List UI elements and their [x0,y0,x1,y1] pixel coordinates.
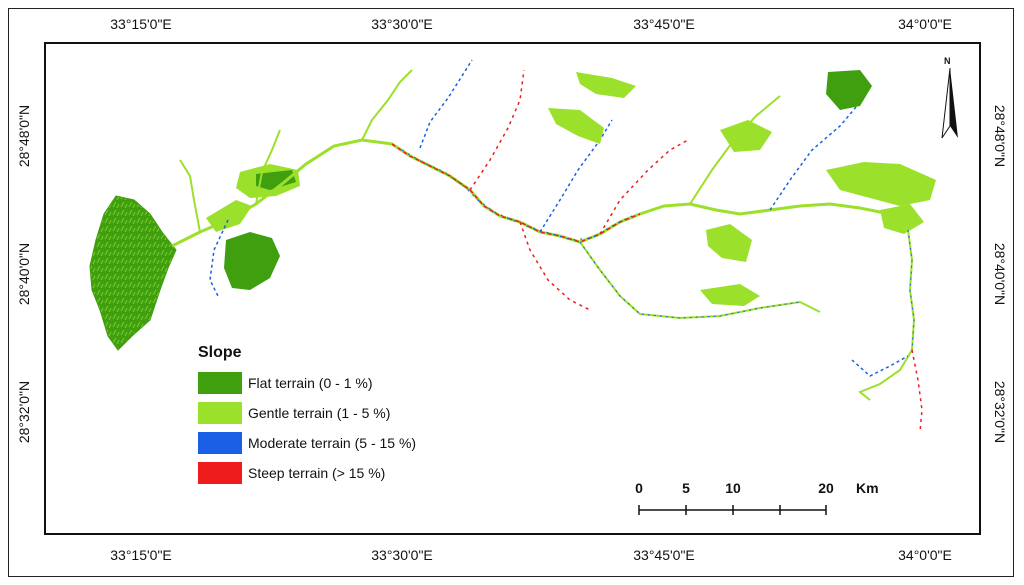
legend-label: Flat terrain (0 - 1 %) [248,375,373,391]
tributary [907,229,915,351]
tributary [519,221,591,311]
tributary [469,69,525,191]
legend-label: Steep terrain (> 15 %) [248,465,386,481]
north-label: N [944,56,951,66]
legend-title: Slope [198,344,242,361]
tributary [911,349,923,433]
gentle-patch [826,162,936,206]
north-arrow-icon [941,67,958,139]
flat-delta-region [89,195,177,351]
lon-tick-top: 33°30'0"E [371,16,433,32]
flat-patch [256,170,296,190]
scale-bar: 0 5 10 20 Km [628,480,879,520]
lon-tick-top: 33°15'0"E [110,16,172,32]
tributary [361,69,413,141]
main-channel-steep [391,143,641,243]
legend-item-moderate: Moderate terrain (5 - 15 %) [198,428,416,458]
tributary [209,219,229,297]
legend-item-steep: Steep terrain (> 15 %) [198,458,416,488]
lon-tick-bottom: 33°45'0"E [633,547,695,563]
north-arrow: N [936,56,964,144]
tributary [419,59,473,149]
tributary [539,119,613,233]
scale-unit: Km [856,480,879,496]
legend-swatch [198,462,242,484]
gentle-patch [706,224,752,262]
gentle-patch [826,70,872,110]
legend-item-gentle: Gentle terrain (1 - 5 %) [198,398,416,428]
tributary [851,355,909,377]
scale-label: 5 [682,480,690,496]
tributary [255,129,281,205]
tributary [769,99,863,211]
gentle-patch [548,108,604,144]
scale-label: 20 [818,480,834,496]
legend-label: Moderate terrain (5 - 15 %) [248,435,417,451]
legend-swatch [198,402,242,424]
legend-swatch [198,432,242,454]
legend-label: Gentle terrain (1 - 5 %) [248,405,391,421]
scale-label: 0 [635,480,643,496]
scale-bar-line [638,505,827,515]
gentle-patch [720,120,772,152]
legend: Slope Flat terrain (0 - 1 %) Gentle terr… [198,344,416,488]
lon-tick-bottom: 34°0'0"E [898,547,952,563]
gentle-patch [880,204,924,234]
flat-patch [224,232,280,290]
gentle-patch [576,72,636,98]
tributary [858,229,916,401]
lon-tick-top: 34°0'0"E [898,16,952,32]
tributary [179,159,201,233]
gentle-patch [700,284,760,306]
main-channel-moderate [401,149,633,241]
outer-frame [8,8,1014,577]
legend-swatch [198,372,242,394]
lon-tick-bottom: 33°30'0"E [371,547,433,563]
scale-label: 10 [725,480,741,496]
lon-tick-top: 33°45'0"E [633,16,695,32]
tributary [579,241,821,320]
tributary [599,139,689,235]
tributary [579,241,801,319]
legend-item-flat: Flat terrain (0 - 1 %) [198,368,416,398]
lon-tick-bottom: 33°15'0"E [110,547,172,563]
